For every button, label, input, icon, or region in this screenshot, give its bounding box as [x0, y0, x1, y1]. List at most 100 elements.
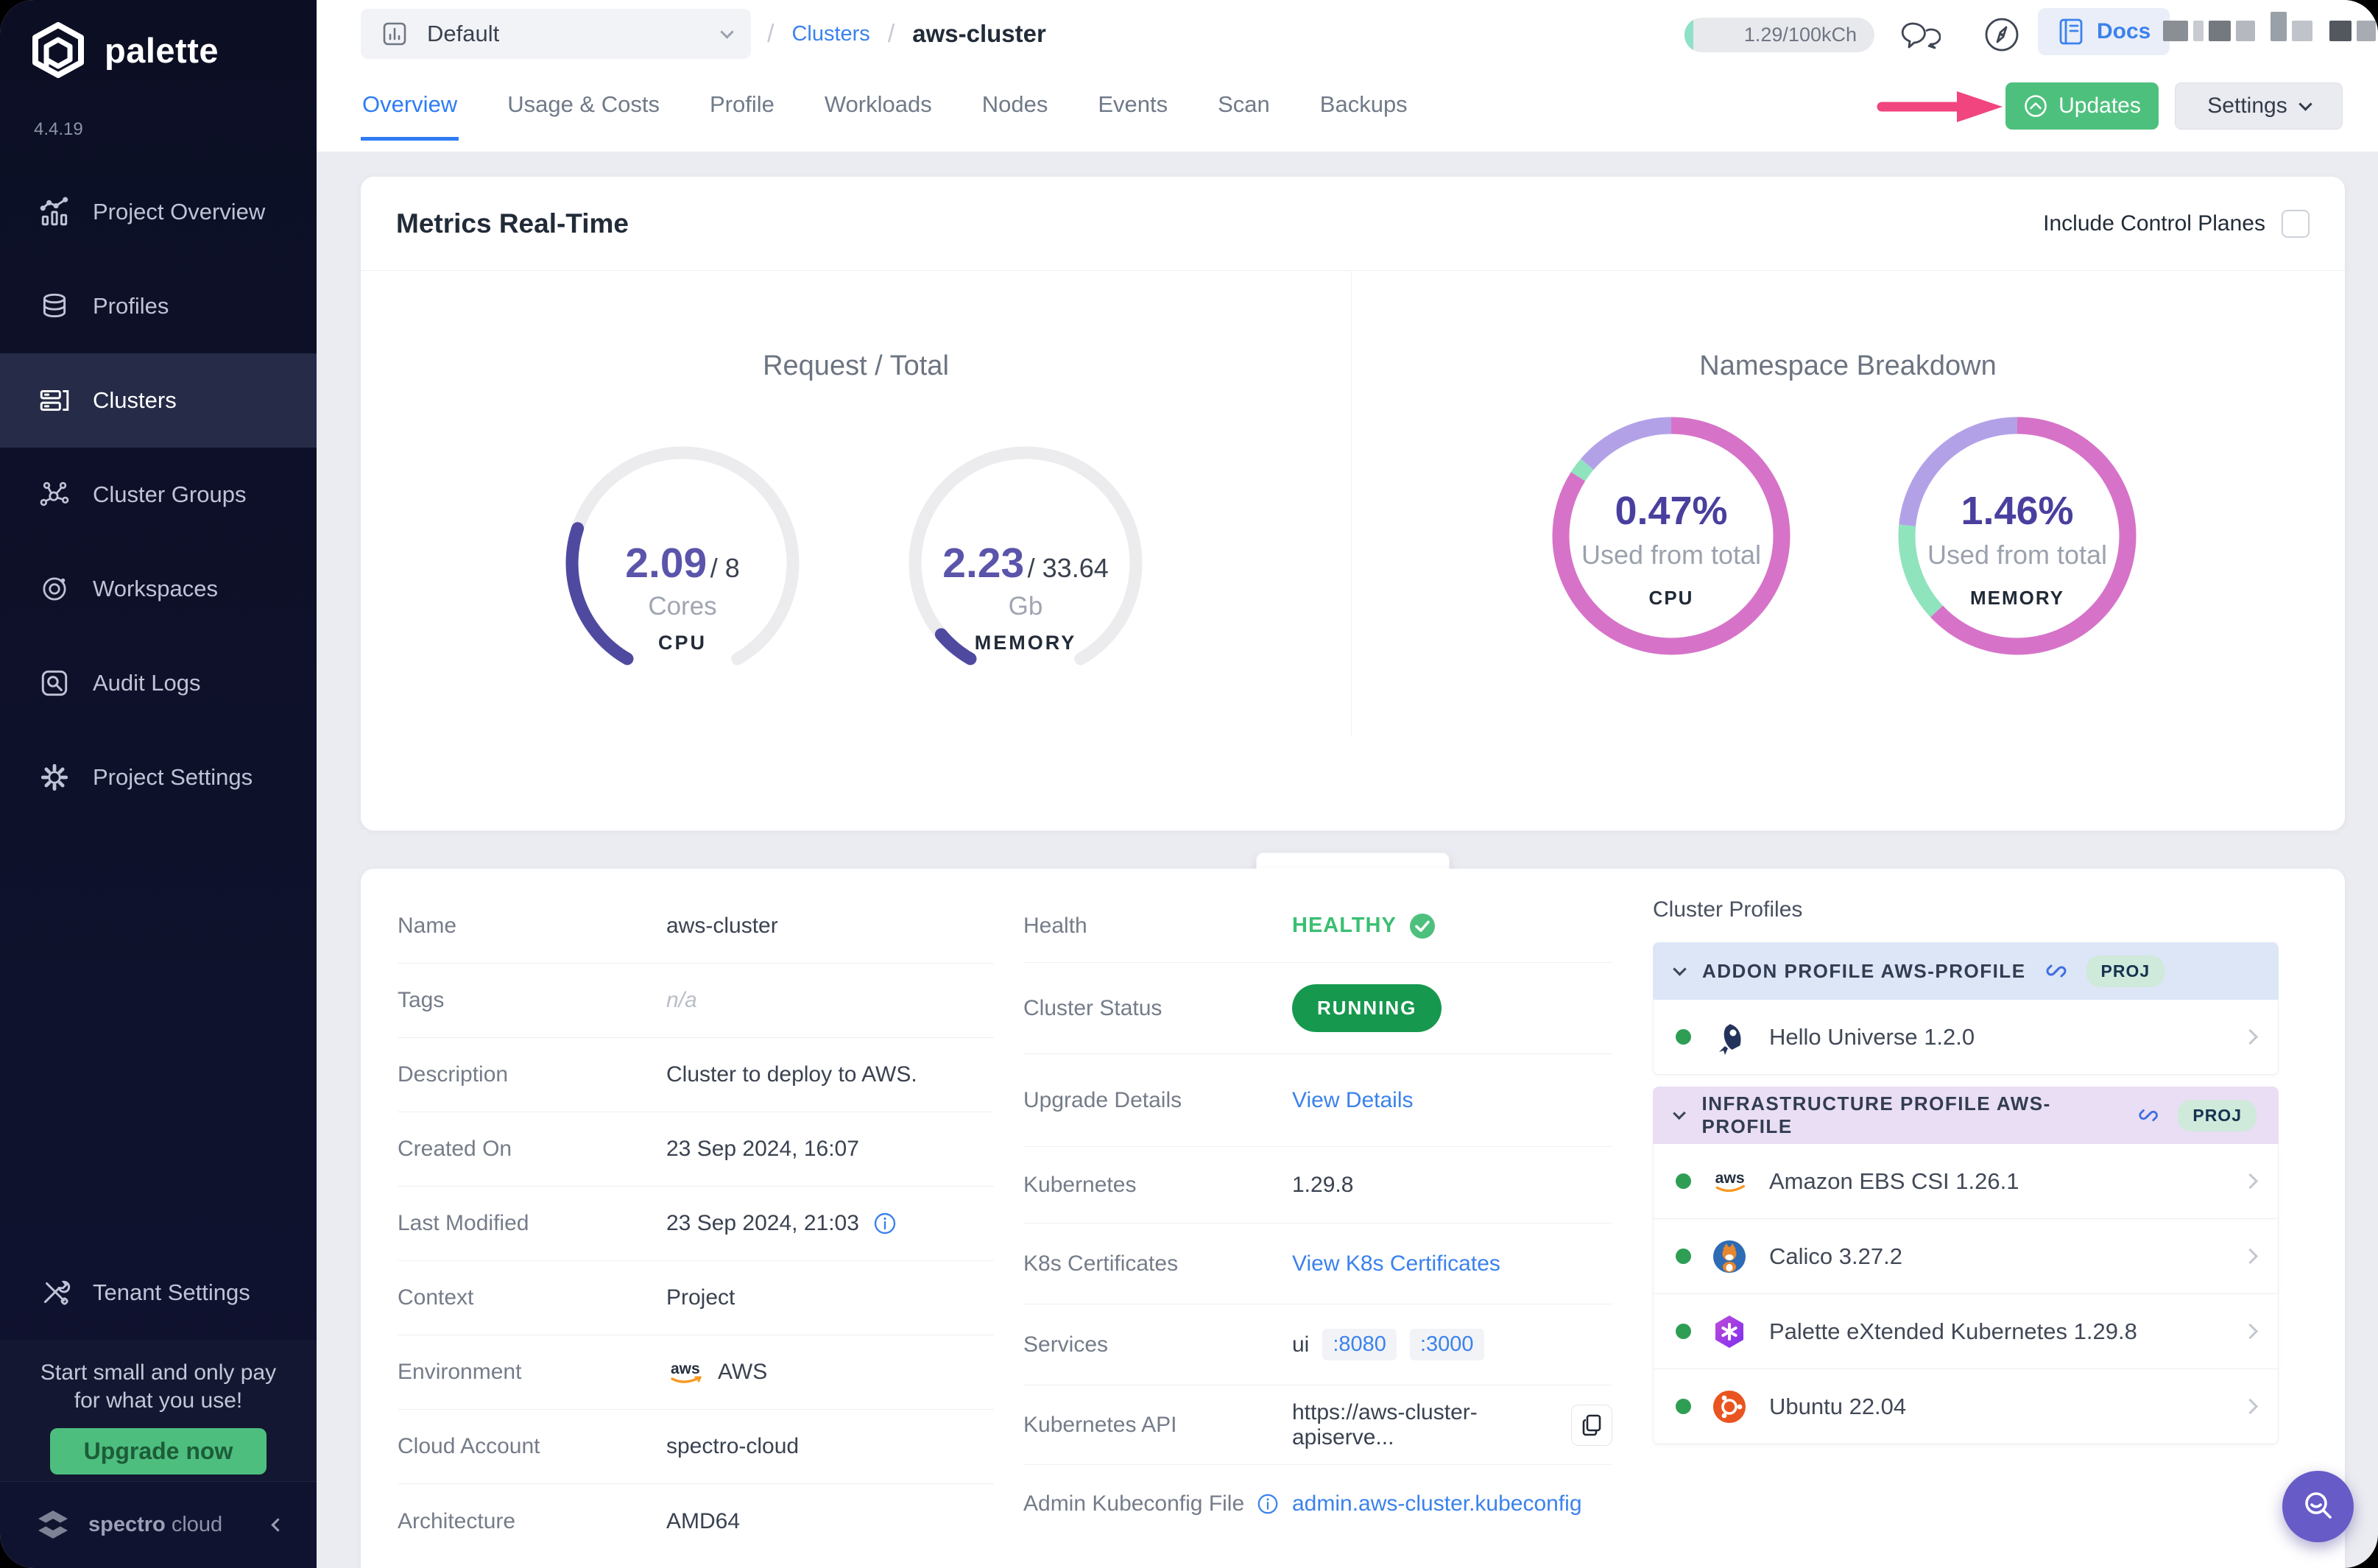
- updates-icon: [2025, 95, 2047, 117]
- service-port-link[interactable]: :3000: [1409, 1329, 1484, 1360]
- profile-item-hello-universe[interactable]: Hello Universe 1.2.0: [1653, 1000, 2279, 1075]
- calico-icon: [1713, 1240, 1746, 1273]
- aws-ebs-icon: aws: [1715, 1169, 1746, 1192]
- cpu-unit: Cores: [648, 592, 717, 621]
- chevron-right-icon: [2242, 1323, 2259, 1340]
- request-total-panel: Request / Total 2.09 / 8 Cores CPU: [361, 271, 1351, 736]
- breadcrumb-clusters-link[interactable]: Clusters: [791, 21, 870, 46]
- svg-text:aws: aws: [671, 1360, 700, 1377]
- cluster-tabs: Overview Usage & Costs Profile Workloads…: [361, 87, 1409, 152]
- sidebar-item-project-settings[interactable]: Project Settings: [0, 730, 317, 824]
- tab-nodes[interactable]: Nodes: [981, 91, 1048, 117]
- service-name: ui: [1292, 1332, 1310, 1357]
- profile-item-amazon-ebs-csi[interactable]: aws Amazon EBS CSI 1.26.1: [1653, 1144, 2279, 1219]
- running-status-badge: RUNNING: [1292, 984, 1442, 1032]
- view-details-link[interactable]: View Details: [1292, 1087, 1414, 1112]
- namespace-cpu-caption: Used from total: [1581, 540, 1762, 570]
- copy-button[interactable]: [1571, 1404, 1612, 1446]
- brand-name: palette: [105, 30, 219, 70]
- addon-profile-header[interactable]: ADDON PROFILE AWS-PROFILE PROJ: [1653, 942, 2279, 1000]
- tab-events[interactable]: Events: [1098, 91, 1168, 117]
- divider: [1351, 271, 1352, 736]
- tab-profile[interactable]: Profile: [709, 91, 775, 117]
- sidebar-item-label: Clusters: [93, 387, 177, 413]
- tab-backups[interactable]: Backups: [1319, 91, 1408, 117]
- footer-brand: spectro cloud: [88, 1513, 222, 1537]
- metrics-realtime-card: Metrics Real-Time Include Control Planes…: [361, 177, 2345, 904]
- compass-icon[interactable]: [1982, 15, 2022, 54]
- service-port-link[interactable]: :8080: [1322, 1329, 1397, 1360]
- sidebar-item-project-overview[interactable]: Project Overview: [0, 165, 317, 259]
- gear-icon: [40, 763, 68, 791]
- sidebar-item-tenant-settings[interactable]: Tenant Settings: [0, 1246, 317, 1340]
- layers-icon: [43, 293, 66, 318]
- promo-text: Start small and only pay for what you us…: [40, 1360, 277, 1413]
- breadcrumb: / Clusters / aws-cluster: [767, 9, 1046, 59]
- view-k8s-certificates-link[interactable]: View K8s Certificates: [1292, 1251, 1500, 1276]
- cpu-gauge-label: CPU: [657, 632, 707, 654]
- breadcrumb-current: aws-cluster: [912, 20, 1046, 47]
- usage-quota-badge[interactable]: 1.29/100kCh: [1684, 18, 1874, 52]
- request-total-title: Request / Total: [763, 350, 949, 381]
- updates-button[interactable]: Updates: [2005, 82, 2159, 130]
- detail-row-created-on: Created On 23 Sep 2024, 16:07: [398, 1112, 994, 1187]
- sidebar-item-profiles[interactable]: Profiles: [0, 259, 317, 353]
- detail-row-health: Health HEALTHY: [1023, 889, 1612, 963]
- aws-icon: aws: [671, 1360, 702, 1383]
- status-dot: [1676, 1324, 1691, 1339]
- memory-gauge-label: MEMORY: [974, 632, 1077, 654]
- memory-total: / 33.64: [1027, 553, 1109, 583]
- chevron-down-icon: [2298, 96, 2312, 111]
- search-help-fab[interactable]: [2282, 1471, 2354, 1542]
- sidebar-item-workspaces[interactable]: Workspaces: [0, 542, 317, 636]
- tab-scan[interactable]: Scan: [1218, 91, 1270, 117]
- kubeconfig-download-link[interactable]: admin.aws-cluster.kubeconfig: [1292, 1491, 1582, 1516]
- sidebar-item-audit-logs[interactable]: Audit Logs: [0, 636, 317, 730]
- project-chart-icon: [383, 22, 406, 46]
- ubuntu-icon: [1713, 1390, 1746, 1423]
- link-icon: [2046, 964, 2067, 978]
- collapse-sidebar-icon[interactable]: [271, 1518, 285, 1532]
- chevron-down-icon: [1673, 1106, 1687, 1120]
- profile-item-palette-extended-kubernetes[interactable]: Palette eXtended Kubernetes 1.29.8: [1653, 1294, 2279, 1369]
- tab-workloads[interactable]: Workloads: [824, 91, 932, 117]
- tab-usage-costs[interactable]: Usage & Costs: [507, 91, 660, 117]
- include-control-planes-checkbox[interactable]: [2282, 209, 2310, 238]
- chevron-right-icon: [2242, 1028, 2259, 1045]
- docs-button[interactable]: Docs: [2038, 8, 2170, 55]
- namespace-breakdown-panel: Namespace Breakdown 0.47% Used from tota…: [1351, 271, 2345, 736]
- info-icon[interactable]: [872, 1211, 897, 1236]
- memory-used: 2.23: [942, 540, 1025, 587]
- memory-gauge-value: 2.23 / 33.64 Gb: [900, 539, 1151, 621]
- memory-gauge-progress: [908, 446, 1143, 680]
- memory-unit: Gb: [1008, 592, 1043, 621]
- detail-row-cluster-status: Cluster Status RUNNING: [1023, 963, 1612, 1054]
- infrastructure-profile-header[interactable]: INFRASTRUCTURE PROFILE AWS-PROFILE PROJ: [1653, 1087, 2279, 1144]
- namespace-breakdown-title: Namespace Breakdown: [1699, 350, 1997, 381]
- detail-row-name: Name aws-cluster: [398, 889, 994, 964]
- detail-row-admin-kubeconfig: Admin Kubeconfig File admin.aws-cluster.…: [1023, 1491, 1582, 1516]
- redacted-user-info[interactable]: [2163, 12, 2378, 41]
- settings-button[interactable]: Settings: [2175, 82, 2343, 130]
- usage-progress-bar: [1684, 18, 1693, 52]
- cluster-info-column: Name aws-cluster Tags n/a Description Cl…: [398, 889, 994, 1558]
- sidebar-footer: spectro cloud: [0, 1481, 317, 1568]
- updates-button-label: Updates: [2058, 93, 2141, 118]
- check-circle-icon: [1409, 913, 1435, 939]
- magnifier-smiley-icon: [2304, 1491, 2332, 1519]
- namespace-memory-percent: 1.46%: [1961, 489, 2074, 533]
- project-selector[interactable]: Default: [361, 9, 751, 59]
- profile-item-calico[interactable]: Calico 3.27.2: [1653, 1219, 2279, 1294]
- sidebar-item-cluster-groups[interactable]: Cluster Groups: [0, 448, 317, 542]
- detail-row-kubernetes: Kubernetes 1.29.8: [1023, 1147, 1612, 1223]
- tab-overview[interactable]: Overview: [361, 87, 459, 141]
- cluster-profiles-title: Cluster Profiles: [1653, 897, 1803, 922]
- info-icon[interactable]: [1256, 1492, 1280, 1516]
- upgrade-now-button[interactable]: Upgrade now: [49, 1428, 267, 1475]
- chat-icon[interactable]: [1901, 15, 1941, 54]
- cluster-details-card: Name aws-cluster Tags n/a Description Cl…: [361, 869, 2345, 1568]
- breadcrumb-separator: /: [887, 19, 895, 48]
- profile-item-ubuntu[interactable]: Ubuntu 22.04: [1653, 1369, 2279, 1444]
- namespace-cpu-text: 0.47% Used from total CPU: [1546, 488, 1796, 610]
- sidebar-item-clusters[interactable]: Clusters: [0, 353, 317, 448]
